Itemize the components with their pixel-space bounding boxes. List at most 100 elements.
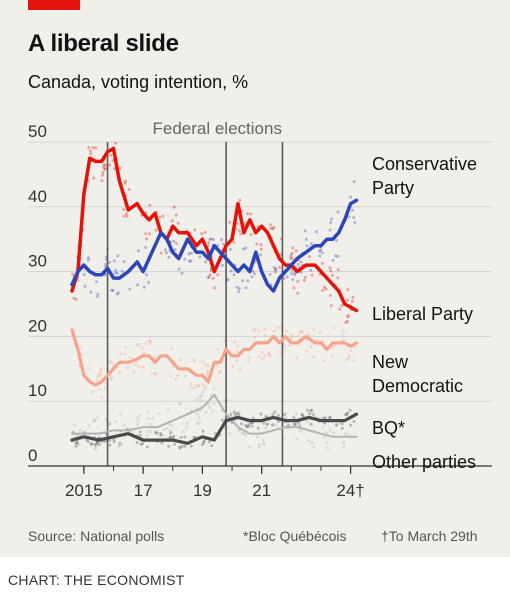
poll-dot-other	[93, 418, 97, 422]
poll-dot-liberal	[290, 257, 294, 261]
poll-dot-bq	[139, 442, 143, 446]
poll-dot-conservative	[116, 254, 120, 258]
poll-dot-bq	[298, 424, 302, 428]
poll-dot-other	[195, 422, 199, 426]
series-label-ndp: Democratic	[372, 376, 463, 396]
brand-red-bar	[28, 0, 80, 10]
poll-dot-ndp	[282, 343, 286, 347]
poll-dot-other	[256, 435, 260, 439]
poll-dot-other	[178, 402, 181, 406]
poll-dot-bq	[292, 416, 296, 420]
poll-dot-ndp	[351, 359, 355, 362]
poll-dot-conservative	[334, 239, 338, 242]
poll-dot-bq	[118, 441, 122, 445]
poll-dot-other	[228, 432, 232, 436]
y-tick-label-0: 0	[28, 446, 37, 465]
poll-dot-ndp	[153, 371, 157, 375]
poll-dot-bq	[340, 426, 344, 430]
poll-dot-ndp	[135, 343, 139, 347]
poll-dot-ndp	[347, 354, 351, 358]
poll-dot-bq	[250, 424, 254, 428]
poll-dot-conservative	[244, 286, 248, 290]
poll-dot-other	[248, 445, 251, 449]
poll-dot-bq	[173, 442, 176, 446]
poll-dot-other	[295, 437, 299, 441]
poll-dot-other	[200, 391, 204, 394]
poll-dot-liberal	[144, 232, 148, 236]
poll-dot-liberal	[172, 205, 176, 209]
series-label-ndp: New	[372, 352, 409, 372]
poll-dot-bq	[169, 431, 173, 435]
poll-dot-conservative	[251, 269, 255, 273]
poll-dot-bq	[178, 446, 182, 450]
poll-dot-ndp	[253, 327, 257, 331]
poll-dot-bq	[112, 440, 116, 444]
poll-dot-ndp	[318, 330, 322, 334]
poll-dot-bq	[273, 410, 277, 414]
poll-dot-liberal	[320, 262, 324, 265]
poll-dot-liberal	[203, 230, 207, 234]
poll-dot-conservative	[137, 249, 140, 253]
poll-dot-conservative	[163, 248, 167, 252]
poll-dot-conservative	[331, 258, 335, 262]
poll-dot-bq	[220, 418, 224, 422]
poll-dot-conservative	[82, 273, 86, 277]
poll-dot-ndp	[233, 340, 237, 344]
poll-dot-bq	[160, 441, 164, 445]
poll-dot-other	[131, 431, 135, 435]
poll-dot-bq	[98, 442, 101, 446]
poll-dot-bq	[178, 445, 182, 449]
poll-dot-other	[122, 423, 126, 427]
poll-dot-ndp	[312, 328, 316, 331]
poll-dot-liberal	[340, 304, 344, 308]
poll-dot-bq	[309, 409, 313, 413]
poll-dot-other	[332, 431, 336, 435]
poll-dot-conservative	[167, 255, 171, 259]
poll-dot-liberal	[118, 166, 122, 170]
poll-dot-liberal	[272, 226, 276, 229]
poll-dot-ndp	[205, 371, 209, 375]
poll-dot-liberal	[161, 214, 165, 218]
poll-dot-liberal	[88, 149, 92, 153]
poll-dot-conservative	[296, 262, 300, 266]
poll-dot-conservative	[187, 252, 191, 256]
poll-dot-bq	[343, 412, 347, 416]
poll-dot-conservative	[221, 263, 225, 267]
poll-dot-ndp	[215, 363, 219, 367]
poll-dot-liberal	[159, 251, 163, 255]
poll-dot-bq	[310, 408, 313, 412]
poll-dot-bq	[95, 441, 99, 445]
series-line-ndp	[70, 328, 359, 387]
poll-dot-conservative	[259, 253, 263, 257]
poll-dot-bq	[246, 424, 250, 428]
poll-dot-liberal	[111, 159, 115, 162]
poll-dot-ndp	[312, 355, 316, 359]
poll-dot-liberal	[328, 294, 332, 297]
poll-dot-bq	[141, 442, 144, 446]
y-tick-label-40: 40	[28, 187, 47, 206]
poll-dot-bq	[306, 408, 310, 412]
poll-dot-conservative	[291, 278, 295, 282]
poll-dot-ndp	[257, 329, 261, 333]
poll-dot-other	[241, 431, 244, 435]
poll-dot-ndp	[148, 341, 152, 345]
poll-dot-ndp	[192, 386, 196, 390]
poll-dot-conservative	[352, 180, 356, 184]
poll-dot-bq	[159, 433, 163, 437]
poll-dot-ndp	[204, 363, 208, 366]
poll-dot-other	[204, 410, 208, 414]
poll-dot-other	[170, 424, 174, 428]
poll-dot-conservative	[128, 287, 132, 291]
poll-dot-conservative	[177, 267, 181, 271]
poll-dot-conservative	[198, 255, 202, 259]
poll-dot-ndp	[134, 363, 137, 367]
poll-dot-liberal	[122, 208, 126, 212]
poll-dot-ndp	[110, 375, 114, 379]
poll-dot-ndp	[137, 343, 141, 347]
poll-dot-other	[261, 442, 265, 446]
poll-dot-conservative	[228, 247, 232, 251]
poll-dot-bq	[138, 430, 142, 434]
poll-dot-other	[94, 446, 98, 450]
poll-dot-other	[95, 441, 98, 445]
poll-dot-bq	[311, 413, 315, 417]
